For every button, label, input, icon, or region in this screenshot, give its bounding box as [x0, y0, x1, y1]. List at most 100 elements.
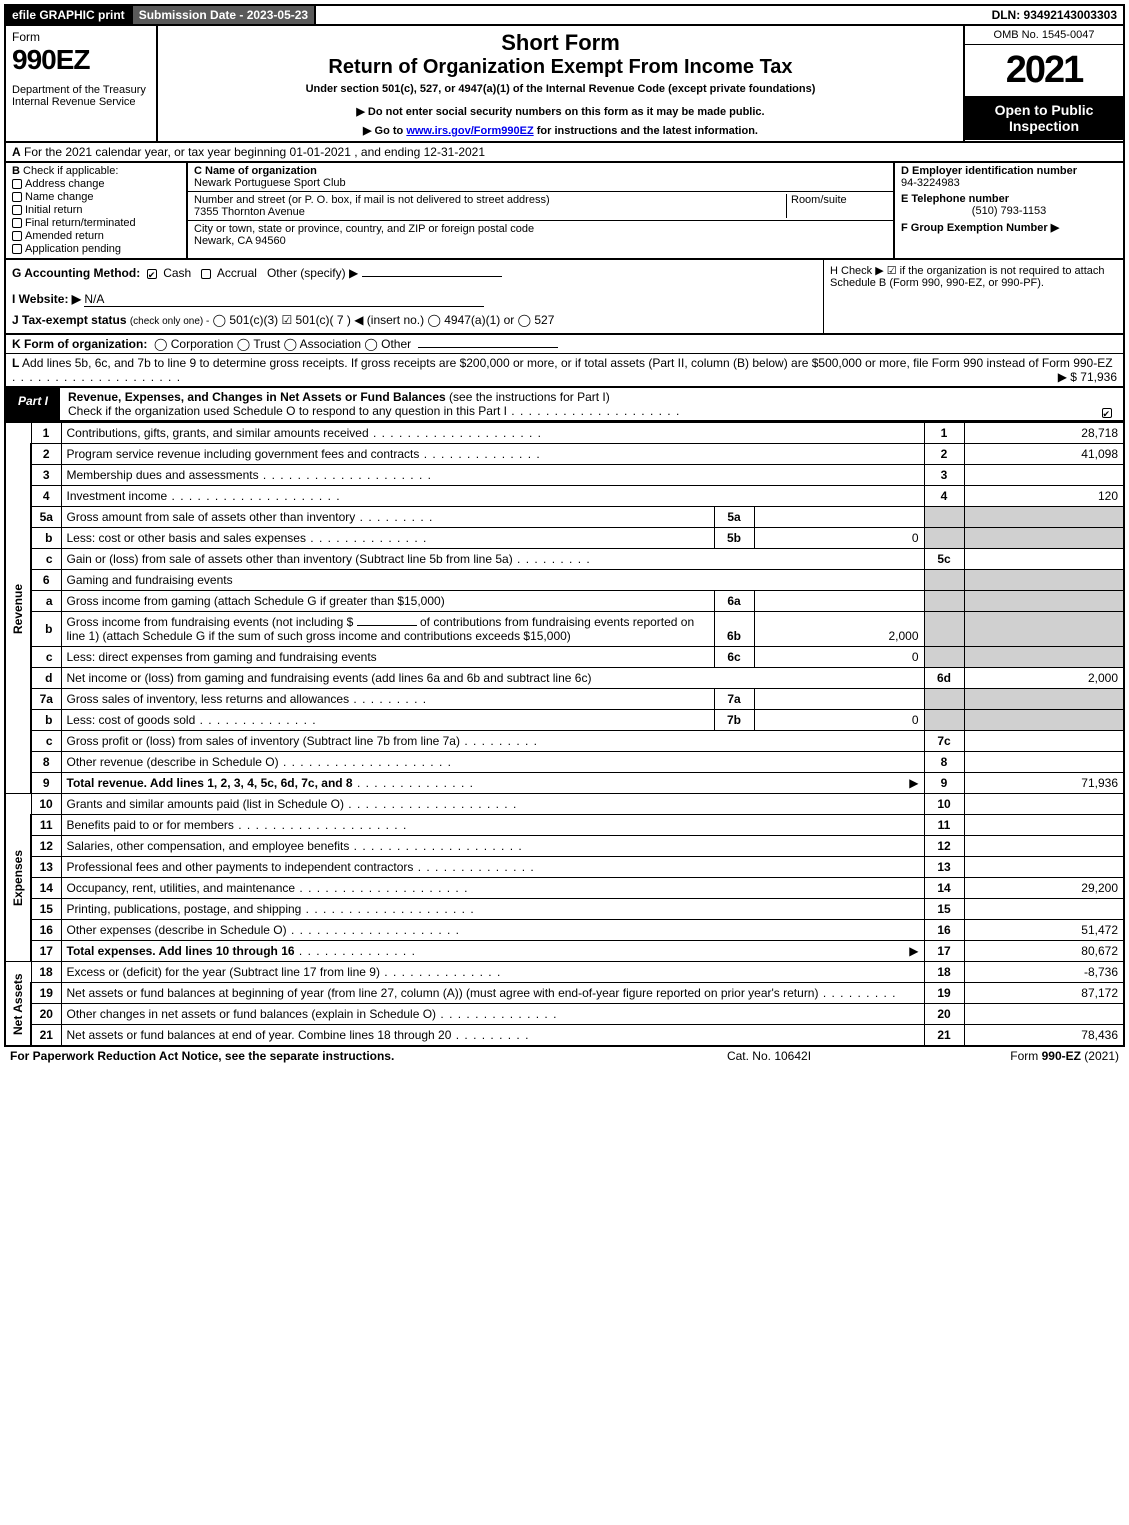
goto-pre: ▶ Go to: [363, 125, 406, 137]
city: Newark, CA 94560: [194, 235, 887, 247]
irs-link[interactable]: www.irs.gov/Form990EZ: [406, 125, 533, 137]
l6b-blank[interactable]: [357, 625, 417, 626]
l18-val: -8,736: [964, 962, 1124, 983]
l9-ref: 9: [924, 773, 964, 794]
lbl-initial-return: Initial return: [25, 204, 82, 216]
part1-title: Revenue, Expenses, and Changes in Net As…: [60, 388, 1093, 420]
l6c-mini: 6c: [714, 647, 754, 668]
footer-right-bold: 990-EZ: [1042, 1049, 1081, 1063]
chk-final-return[interactable]: [12, 218, 22, 228]
l3-desc: Membership dues and assessments: [61, 465, 924, 486]
l5a-val: [964, 507, 1124, 528]
lbl-cash: Cash: [163, 266, 191, 280]
chk-schedule-o[interactable]: [1102, 408, 1112, 418]
line-11: 11 Benefits paid to or for members 11: [5, 815, 1124, 836]
col-b-heading: Check if applicable:: [23, 165, 118, 177]
l13-desc: Professional fees and other payments to …: [61, 857, 924, 878]
l8-no: 8: [31, 752, 61, 773]
l15-desc: Printing, publications, postage, and shi…: [61, 899, 924, 920]
line-5a: 5a Gross amount from sale of assets othe…: [5, 507, 1124, 528]
chk-amended-return[interactable]: [12, 231, 22, 241]
efile-print-button[interactable]: efile GRAPHIC print: [6, 6, 131, 24]
lbl-amended-return: Amended return: [25, 230, 104, 242]
l3-no: 3: [31, 465, 61, 486]
l14-val: 29,200: [964, 878, 1124, 899]
l12-no: 12: [31, 836, 61, 857]
l14-no: 14: [31, 878, 61, 899]
l5b-desc: Less: cost or other basis and sales expe…: [61, 528, 714, 549]
l1-desc: Contributions, gifts, grants, and simila…: [61, 423, 924, 444]
header-right: OMB No. 1545-0047 2021 Open to Public In…: [963, 26, 1123, 141]
ssn-note: ▶ Do not enter social security numbers o…: [164, 105, 957, 118]
part1-check: [1093, 388, 1123, 420]
line-7a: 7a Gross sales of inventory, less return…: [5, 689, 1124, 710]
l7c-ref: 7c: [924, 731, 964, 752]
spacer: [316, 6, 985, 24]
line-19: 19 Net assets or fund balances at beginn…: [5, 983, 1124, 1004]
addr: 7355 Thornton Avenue: [194, 206, 782, 218]
dots: [12, 370, 181, 384]
city-label: City or town, state or province, country…: [194, 223, 887, 235]
l4-val: 120: [964, 486, 1124, 507]
chk-application-pending[interactable]: [12, 244, 22, 254]
submission-date: Submission Date - 2023-05-23: [131, 6, 316, 24]
department: Department of the Treasury Internal Reve…: [12, 84, 150, 108]
l6c-desc: Less: direct expenses from gaming and fu…: [61, 647, 714, 668]
l2-no: 2: [31, 444, 61, 465]
part1-title-bold: Revenue, Expenses, and Changes in Net As…: [68, 390, 446, 404]
l4-ref: 4: [924, 486, 964, 507]
l6a-ref: [924, 591, 964, 612]
chk-cash[interactable]: [147, 269, 157, 279]
l17-ref: 17: [924, 941, 964, 962]
l10-val: [964, 794, 1124, 815]
l7b-desc: Less: cost of goods sold: [61, 710, 714, 731]
lbl-final-return: Final return/terminated: [25, 217, 136, 229]
title-short-form: Short Form: [164, 30, 957, 56]
chk-accrual[interactable]: [201, 269, 211, 279]
l13-val: [964, 857, 1124, 878]
ein: 94-3224983: [901, 177, 1117, 189]
h-text: H Check ▶ ☑ if the organization is not r…: [830, 265, 1105, 289]
l1-no: 1: [31, 423, 61, 444]
l9-val: 71,936: [964, 773, 1124, 794]
l5c-no: c: [31, 549, 61, 570]
line-7c: c Gross profit or (loss) from sales of i…: [5, 731, 1124, 752]
l14-ref: 14: [924, 878, 964, 899]
line-4: 4 Investment income 4 120: [5, 486, 1124, 507]
line-13: 13 Professional fees and other payments …: [5, 857, 1124, 878]
l21-desc: Net assets or fund balances at end of ye…: [61, 1025, 924, 1046]
row-h: H Check ▶ ☑ if the organization is not r…: [823, 260, 1123, 333]
l12-val: [964, 836, 1124, 857]
lbl-other: Other (specify) ▶: [267, 266, 358, 280]
l16-val: 51,472: [964, 920, 1124, 941]
l2-val: 41,098: [964, 444, 1124, 465]
k-other-input[interactable]: [418, 347, 558, 348]
l7a-minival: [754, 689, 924, 710]
l9-no: 9: [31, 773, 61, 794]
l6d-no: d: [31, 668, 61, 689]
l17-desc-wrap: Total expenses. Add lines 10 through 16: [61, 941, 924, 962]
l7c-desc: Gross profit or (loss) from sales of inv…: [61, 731, 924, 752]
l6a-no: a: [31, 591, 61, 612]
chk-initial-return[interactable]: [12, 205, 22, 215]
row-gh: G Accounting Method: Cash Accrual Other …: [4, 260, 1125, 335]
open-inspection: Open to Public Inspection: [965, 96, 1123, 140]
row-k: K Form of organization: ◯ Corporation ◯ …: [4, 335, 1125, 354]
l18-ref: 18: [924, 962, 964, 983]
dln: DLN: 93492143003303: [986, 6, 1123, 24]
l-amount: ▶ $ 71,936: [1058, 370, 1117, 384]
chk-address-change[interactable]: [12, 179, 22, 189]
ein-label: D Employer identification number: [901, 165, 1117, 177]
footer-right-post: (2021): [1081, 1049, 1119, 1063]
website-value: N/A: [84, 292, 104, 306]
l19-ref: 19: [924, 983, 964, 1004]
line-9: 9 Total revenue. Add lines 1, 2, 3, 4, 5…: [5, 773, 1124, 794]
other-specify-input[interactable]: [362, 276, 502, 277]
goto-post: for instructions and the latest informat…: [534, 125, 758, 137]
chk-name-change[interactable]: [12, 192, 22, 202]
l8-ref: 8: [924, 752, 964, 773]
header-mid: Short Form Return of Organization Exempt…: [158, 26, 963, 141]
l17-desc: Total expenses. Add lines 10 through 16: [67, 944, 295, 958]
l11-ref: 11: [924, 815, 964, 836]
lines-table: Revenue 1 Contributions, gifts, grants, …: [4, 422, 1125, 1046]
